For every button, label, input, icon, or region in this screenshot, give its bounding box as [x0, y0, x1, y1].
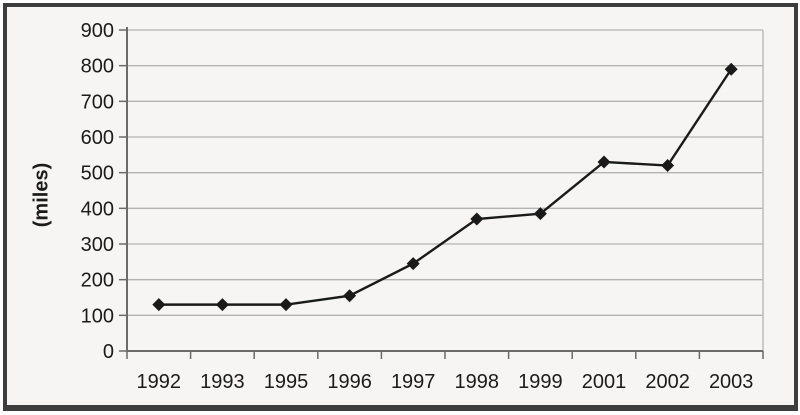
x-tick-label: 1992	[137, 371, 182, 393]
y-tick-label: 900	[81, 20, 114, 42]
y-tick-label: 700	[81, 91, 114, 113]
x-tick-label: 2002	[645, 371, 690, 393]
x-tick-label: 2001	[582, 371, 627, 393]
y-tick-label: 500	[81, 163, 114, 185]
x-tick-label: 1999	[518, 371, 563, 393]
x-tick-label: 1998	[455, 371, 500, 393]
y-tick-label: 800	[81, 56, 114, 78]
data-line	[158, 68, 733, 306]
y-tick-label: 300	[81, 234, 114, 256]
data-point-marker	[152, 298, 166, 312]
data-point-marker	[343, 289, 357, 303]
data-point-marker	[661, 159, 675, 173]
x-tick-label: 1993	[200, 371, 245, 393]
data-point-marker	[406, 257, 420, 271]
data-point-marker	[724, 62, 738, 76]
y-tick-label: 0	[103, 341, 114, 363]
chart-frame	[3, 3, 798, 411]
y-tick-label: 400	[81, 198, 114, 220]
data-point-marker	[533, 207, 547, 221]
x-tick-label: 1995	[264, 371, 309, 393]
y-tick-label: 200	[81, 270, 114, 292]
data-point-marker	[470, 212, 484, 226]
data-point-marker	[279, 298, 293, 312]
y-tick-label: 600	[81, 127, 114, 149]
x-tick-label: 1997	[391, 371, 436, 393]
data-point-marker	[215, 298, 229, 312]
data-point-marker	[597, 155, 611, 169]
x-tick-label: 1996	[327, 371, 372, 393]
y-tick-label: 100	[81, 305, 114, 327]
x-tick-label: 2003	[709, 371, 754, 393]
y-axis-title: (miles)	[30, 162, 53, 228]
